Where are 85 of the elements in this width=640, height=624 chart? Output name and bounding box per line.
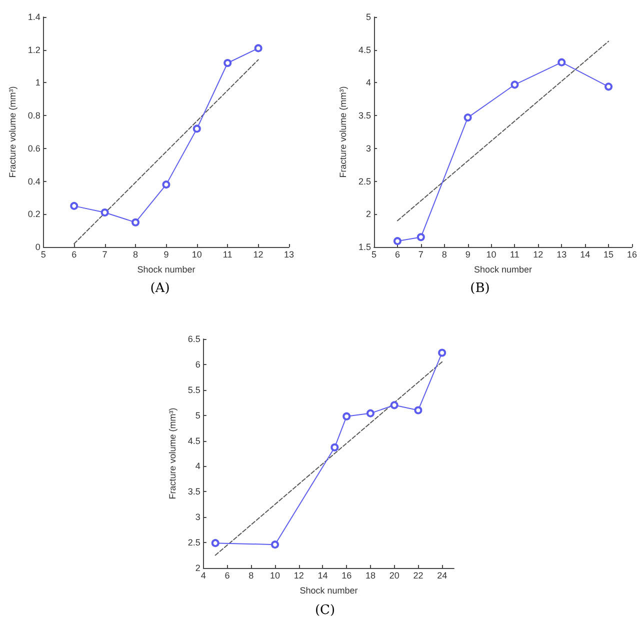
x-tick-label: 16	[342, 570, 352, 580]
point	[366, 409, 374, 418]
x-tick-label: 6	[394, 250, 400, 260]
x-tick-label: 10	[486, 250, 496, 260]
y-tick-label: 1.5	[358, 242, 371, 252]
x-tick-label: 24	[437, 570, 448, 580]
y-tick-label: 5	[195, 410, 200, 420]
point	[162, 180, 170, 189]
x-axis-title: Shock number	[474, 264, 532, 274]
point	[604, 82, 613, 91]
y-tick-label: 1.4	[28, 12, 40, 22]
y-tick-label: 0.4	[28, 176, 40, 186]
y-tick-label: 2	[195, 563, 200, 573]
x-tick-label: 8	[248, 570, 254, 580]
x-tick-label: 8	[442, 250, 447, 260]
y-tick-label: 0.2	[28, 209, 40, 220]
y-tick-label: 3.5	[188, 486, 200, 497]
point	[558, 58, 566, 66]
point	[192, 124, 201, 133]
point	[271, 540, 280, 549]
point	[330, 443, 339, 452]
text: (B)	[470, 281, 490, 296]
x-tick-label: 6	[72, 250, 77, 260]
y-tick-label: 5.5	[188, 384, 200, 395]
point	[390, 401, 398, 410]
point	[510, 80, 519, 89]
text: (A)	[150, 281, 170, 296]
point	[464, 114, 472, 122]
x-tick-label: 11	[222, 250, 232, 260]
x-tick-label: 20	[389, 570, 400, 580]
point	[132, 218, 140, 226]
x-tick-label: 10	[270, 570, 280, 580]
y-tick-label: 1	[35, 78, 40, 88]
x-tick-label: 9	[164, 250, 169, 260]
x-tick-label: 14	[318, 570, 328, 580]
point	[70, 202, 78, 210]
y-tick-label: 4.5	[358, 44, 371, 55]
x-tick-label: 22	[413, 570, 424, 580]
y-tick-label: 4.5	[188, 436, 200, 446]
y-tick-label: 0	[35, 242, 40, 252]
y-tick-label: 6	[195, 359, 200, 370]
point	[211, 539, 220, 548]
y-tick-label: 3.5	[358, 110, 371, 121]
y-tick-label: 6.5	[188, 334, 200, 344]
y-tick-label: 2.5	[358, 176, 371, 186]
y-tick-label: 1.2	[28, 44, 40, 55]
y-axis-title: Fracture volume (mm³)	[168, 408, 178, 500]
point	[254, 44, 262, 52]
x-tick-label: 13	[556, 250, 567, 260]
point	[224, 59, 232, 67]
point	[342, 412, 351, 420]
point	[416, 233, 425, 242]
x-tick-label: 10	[192, 250, 202, 260]
x-tick-label: 11	[510, 250, 520, 260]
y-tick-label: 4	[366, 78, 371, 88]
point	[414, 406, 422, 414]
x-tick-label: 14	[580, 250, 590, 260]
point	[393, 237, 402, 246]
point	[438, 348, 446, 357]
x-tick-label: 12	[294, 570, 304, 580]
x-tick-label: 12	[533, 250, 544, 260]
y-axis-title: Fracture volume (mm³)	[338, 86, 348, 178]
x-tick-label: 7	[102, 250, 108, 260]
x-tick-label: 16	[626, 250, 637, 260]
x-tick-label: 12	[253, 250, 264, 260]
point	[100, 208, 109, 216]
y-tick-label: 3	[195, 512, 200, 522]
x-axis-title: Shock number	[300, 586, 358, 596]
y-tick-label: 5	[366, 12, 371, 22]
y-tick-label: 4	[195, 461, 200, 472]
text: (C)	[314, 603, 336, 618]
x-tick-label: 15	[604, 250, 614, 260]
y-tick-label: 0.8	[28, 110, 40, 121]
y-tick-label: 2	[366, 209, 371, 220]
x-tick-label: 13	[284, 250, 294, 260]
y-tick-label: 0.6	[28, 143, 40, 154]
x-tick-label: 8	[133, 250, 138, 260]
x-tick-label: 7	[418, 250, 424, 260]
x-tick-label: 18	[365, 570, 376, 580]
y-tick-label: 3	[366, 143, 371, 154]
x-tick-label: 9	[465, 250, 470, 260]
y-axis-title: Fracture volume (mm³)	[8, 86, 18, 178]
x-tick-label: 6	[224, 570, 230, 580]
x-axis-title: Shock number	[137, 264, 196, 274]
y-tick-label: 2.5	[188, 538, 200, 548]
